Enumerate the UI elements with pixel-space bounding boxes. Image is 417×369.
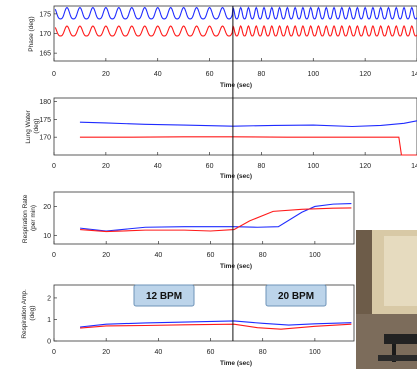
panel-respiration-amp-xtick-label-2: 40	[154, 349, 162, 356]
panel-respiration-rate-series	[80, 203, 352, 233]
panel-respiration-rate-series-red	[80, 207, 352, 233]
panel-respiration-rate-xtick-label-2: 40	[154, 252, 162, 259]
panel-lung-water-series-red	[79, 136, 417, 156]
panel-respiration-amp-xtick-label-4: 80	[259, 349, 267, 356]
bpm-badge-12-box	[133, 284, 195, 307]
panel-respiration-rate-ytick-label-0: 10	[43, 233, 51, 240]
panel-lung-water-ylabel-line2: (deg)	[33, 118, 40, 133]
panel-phase-series-red	[54, 24, 417, 37]
panel-phase-xticks: 0 20 40 60 80 100 120 140	[52, 58, 417, 78]
panel-lung-water-xtick-label-5: 100	[307, 163, 319, 170]
panel-respiration-rate-ytick-label-1: 20	[43, 204, 51, 211]
panel-respiration-rate-xtick-label-3: 60	[207, 252, 215, 259]
panel-phase-ytick-label-2: 175	[39, 11, 51, 18]
panel-lung-water-xticks: 0 20 40 60 80 100 120 140	[52, 152, 417, 170]
panel-respiration-rate-yticks: 10 20	[43, 204, 57, 240]
panel-respiration-amp-ytick-label-0: 0	[47, 339, 51, 346]
panel-respiration-amp-ylabel-line2: (deg)	[29, 305, 36, 320]
bpm-badge-12: 12 BPM	[133, 284, 195, 307]
panel-phase-series-blue	[54, 5, 417, 20]
panel-respiration-rate-xtick-label-5: 100	[309, 252, 321, 259]
panel-respiration-rate: 10 20 0 20 40 60 80 100 Respiration Rate (per …	[22, 191, 355, 270]
panel-phase-xtick-label-4: 80	[258, 71, 266, 78]
panel-phase-xtick-label-3: 60	[206, 71, 214, 78]
photo-inset	[356, 230, 417, 369]
panel-respiration-amp-series	[80, 320, 352, 330]
panel-phase-xtick-label-7: 140	[411, 71, 417, 78]
panel-phase-xtick-label-5: 100	[307, 71, 319, 78]
panel-respiration-amp-xtick-label-1: 20	[102, 349, 110, 356]
panel-respiration-amp-series-red	[80, 323, 352, 330]
panel-respiration-amp-xtick-label-5: 100	[309, 349, 321, 356]
panel-phase-ytick-label-0: 165	[39, 51, 51, 58]
panel-phase-series	[54, 5, 417, 37]
panel-respiration-amp-yticks: 0 1 2	[47, 295, 57, 346]
panel-lung-water-xlabel: Time (sec)	[220, 173, 252, 180]
bpm-badge-12-label: 12 BPM	[146, 291, 182, 302]
panel-lung-water-ytick-label-2: 180	[39, 99, 51, 106]
panel-respiration-amp-ylabel-line1: Respiration Amp.	[21, 289, 28, 339]
panel-phase-xtick-label-2: 40	[154, 71, 162, 78]
panel-respiration-amp-series-blue	[80, 320, 352, 328]
panel-respiration-rate-xlabel: Time (sec)	[220, 263, 252, 270]
panel-respiration-rate-xtick-label-0: 0	[52, 252, 56, 259]
panel-respiration-amp-ytick-label-2: 2	[47, 295, 51, 302]
panel-respiration-rate-ylabel-line2: (per min)	[30, 205, 37, 231]
panel-lung-water-xtick-label-0: 0	[52, 163, 56, 170]
panel-phase-ytick-label-1: 170	[39, 31, 51, 38]
panel-phase-xlabel: Time (sec)	[220, 82, 252, 89]
panel-phase-xtick-label-0: 0	[52, 71, 56, 78]
panel-respiration-rate-xticks: 0 20 40 60 80 100	[52, 241, 321, 259]
panel-phase-ylabel: Phase (deg)	[28, 16, 35, 51]
panel-phase-xtick-label-6: 120	[359, 71, 371, 78]
panel-respiration-amp-xtick-label-0: 0	[52, 349, 56, 356]
panel-respiration-amp-xlabel: Time (sec)	[220, 360, 252, 367]
panel-lung-water-ytick-label-0: 170	[39, 135, 51, 142]
panel-lung-water-xtick-label-1: 20	[102, 163, 110, 170]
panel-respiration-rate-ylabel-line1: Respiration Rate	[22, 194, 29, 243]
panel-respiration-rate-xtick-label-4: 80	[259, 252, 267, 259]
panel-lung-water: 170 175 180 0 20 40 60 80 100 120 140 Lung Water …	[25, 97, 417, 180]
panel-respiration-amp-frame	[53, 284, 355, 342]
panel-lung-water-series	[79, 120, 417, 156]
panel-respiration-rate-frame	[53, 191, 355, 245]
bpm-badge-20-label: 20 BPM	[278, 291, 314, 302]
panel-lung-water-xtick-label-6: 120	[359, 163, 371, 170]
panel-lung-water-frame	[53, 97, 417, 156]
panel-phase-yticks: 165 170 175	[39, 11, 57, 58]
panel-phase: 165 170 175 0 20 40 60 80 100 120 140 Phase (deg)…	[28, 5, 417, 89]
panel-lung-water-yticks: 170 175 180	[39, 99, 57, 142]
panel-lung-water-xtick-label-4: 80	[258, 163, 266, 170]
panel-lung-water-series-blue	[79, 120, 417, 128]
panel-respiration-amp-ytick-label-1: 1	[47, 317, 51, 324]
panel-lung-water-ylabel: Lung Water (deg)	[25, 108, 40, 143]
photo-chair-leg	[392, 344, 396, 362]
panel-respiration-amp: 012 0 20 40 60 80 100 Respiration Amp. (deg) …	[21, 284, 355, 367]
panel-lung-water-ylabel-line1: Lung Water	[25, 109, 32, 143]
photo-wall-highlight	[384, 236, 417, 306]
panel-lung-water-xtick-label-7: 140	[411, 163, 417, 170]
panel-lung-water-xtick-label-3: 60	[206, 163, 214, 170]
panel-respiration-rate-xtick-label-1: 20	[102, 252, 110, 259]
panel-respiration-amp-xtick-label-3: 60	[207, 349, 215, 356]
panel-lung-water-xtick-label-2: 40	[154, 163, 162, 170]
panel-respiration-rate-series-blue	[80, 203, 352, 232]
bpm-badge-20: 20 BPM	[265, 284, 327, 307]
panel-lung-water-ytick-label-1: 175	[39, 117, 51, 124]
panel-phase-xtick-label-1: 20	[102, 71, 110, 78]
panel-respiration-amp-xticks: 0 20 40 60 80 100	[52, 338, 321, 356]
panel-respiration-rate-ylabel: Respiration Rate (per min)	[22, 193, 37, 243]
photo-chair-seat	[384, 334, 417, 344]
panel-respiration-amp-ylabel: Respiration Amp. (deg)	[21, 287, 36, 338]
bpm-badge-20-box	[265, 284, 327, 307]
photo-chair-base	[378, 355, 417, 361]
